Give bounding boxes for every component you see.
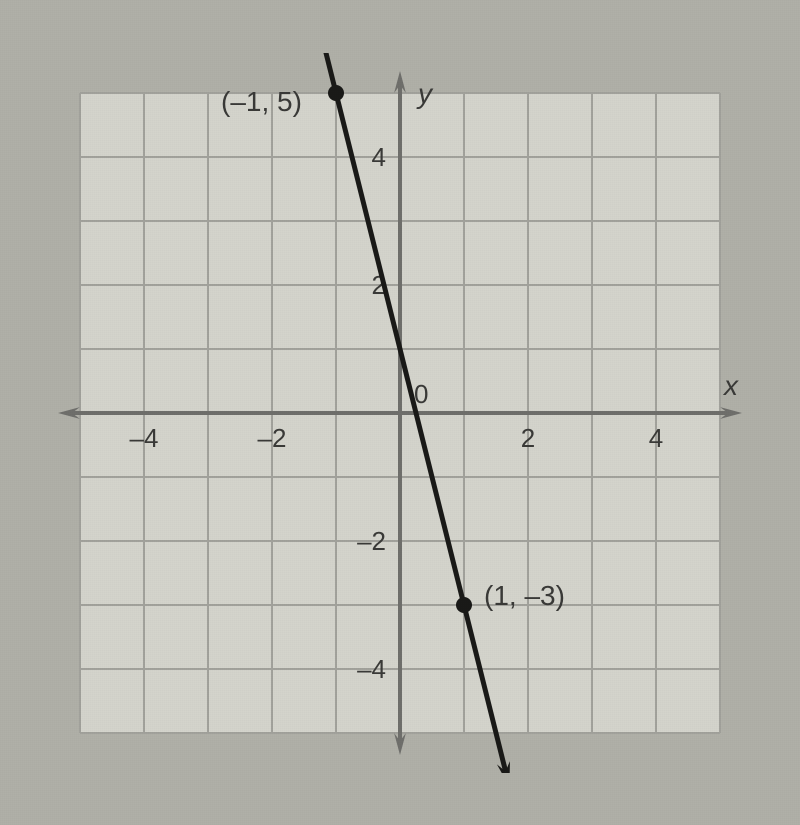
point-label: (–1, 5): [221, 86, 302, 117]
point-label: (1, –3): [484, 580, 565, 611]
y-axis-label: y: [416, 78, 434, 109]
coordinate-plane-chart: –4–224–4–2240xy(–1, 5)(1, –3): [40, 53, 760, 773]
chart-svg: –4–224–4–2240xy(–1, 5)(1, –3): [40, 53, 760, 773]
x-tick-label: 2: [521, 423, 535, 453]
x-tick-label: –4: [130, 423, 159, 453]
y-tick-label: 4: [372, 142, 386, 172]
data-point: [328, 85, 344, 101]
x-tick-label: –2: [258, 423, 287, 453]
x-axis-label: x: [722, 370, 739, 401]
y-tick-label: –4: [357, 654, 386, 684]
data-point: [456, 597, 472, 613]
y-tick-label: –2: [357, 526, 386, 556]
x-tick-label: 4: [649, 423, 663, 453]
